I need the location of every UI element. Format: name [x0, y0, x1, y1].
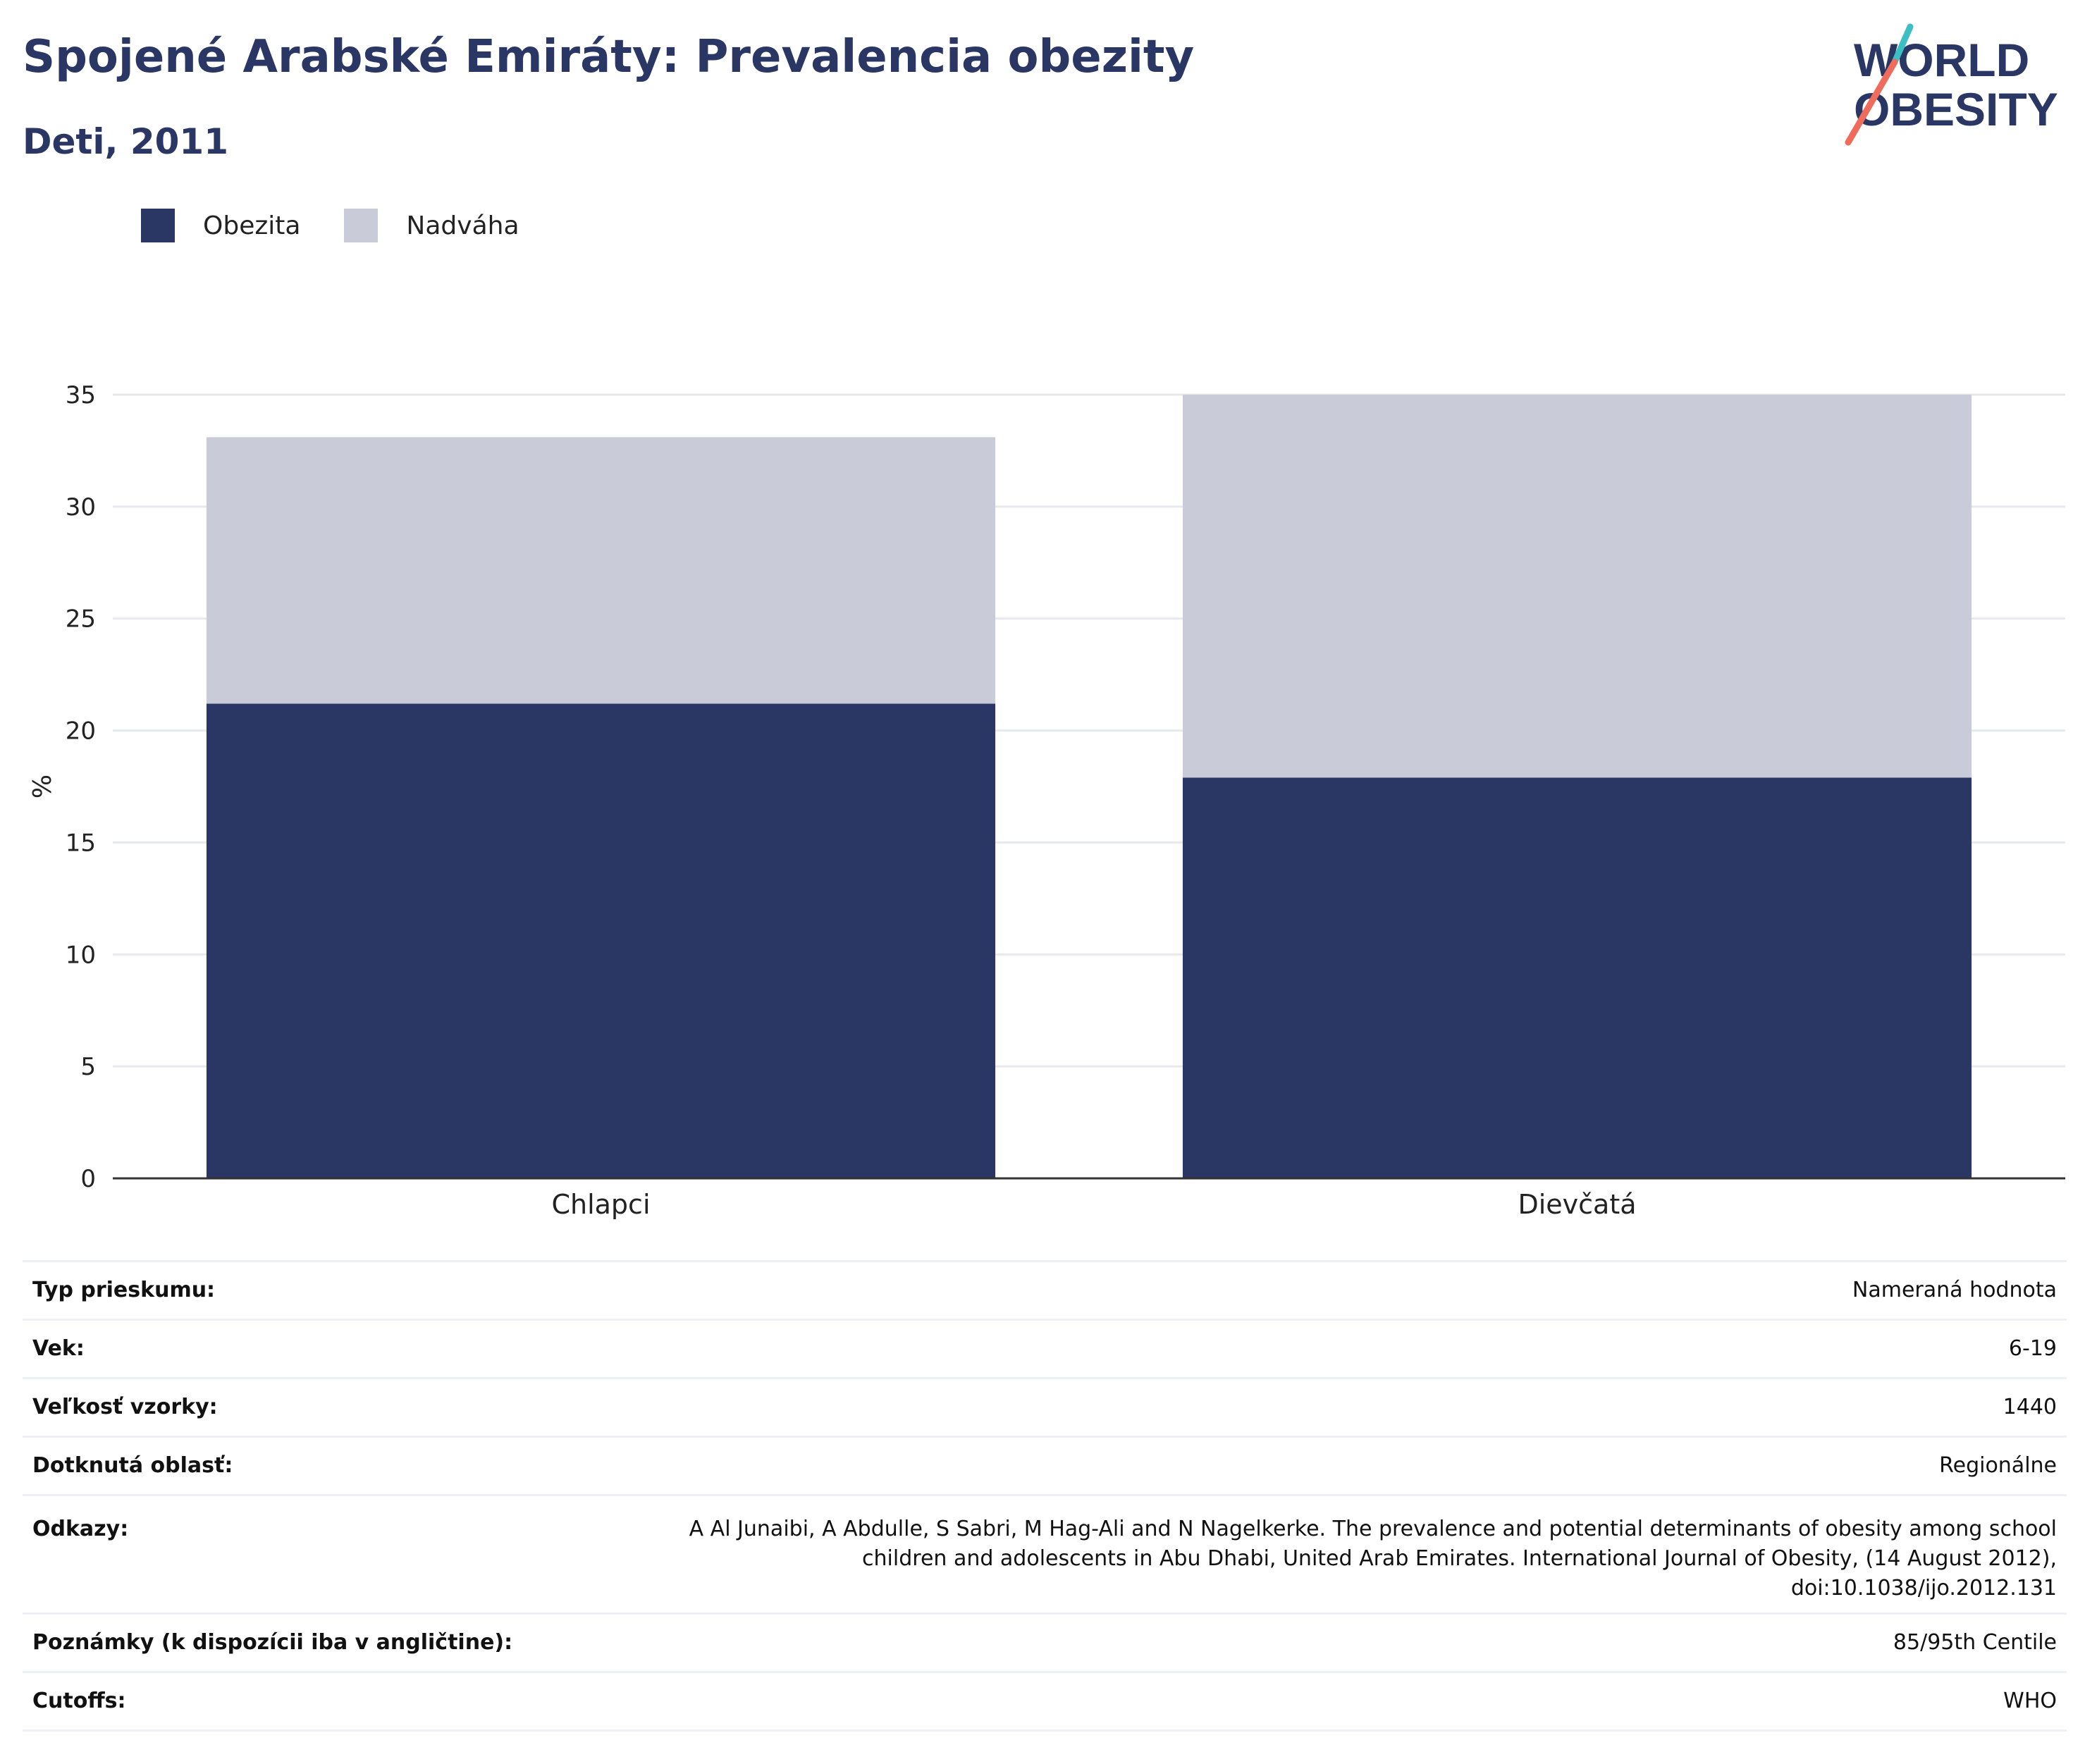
details-value-references: A Al Junaibi, A Abdulle, S Sabri, M Hag-…: [564, 1494, 2067, 1614]
x-tick-label: Chlapci: [551, 1189, 650, 1220]
stacked-bar-chart: 0 5 10 15 20 25 30 35% Chlapci Dievčatá: [28, 381, 2065, 1220]
y-tick-label: 25: [66, 605, 96, 634]
legend-label-obesity: Obezita: [203, 211, 301, 240]
details-value: 1440: [564, 1377, 2067, 1437]
details-row-references: Odkazy: A Al Junaibi, A Abdulle, S Sabri…: [23, 1494, 2067, 1614]
legend-item-obesity[interactable]: Obezita: [141, 209, 300, 242]
details-row-notes: Poznámky (k dispozícii iba v angličtine)…: [23, 1612, 2067, 1672]
logo-line1: WORLD: [1854, 34, 2029, 86]
legend-swatch-overweight: [344, 209, 379, 242]
details-row-sample-size: Veľkosť vzorky: 1440: [23, 1377, 2067, 1437]
details-label: Odkazy:: [23, 1494, 565, 1614]
reference-line: doi:10.1038/ijo.2012.131: [1790, 1576, 2057, 1600]
details-value: Nameraná hodnota: [564, 1260, 2067, 1320]
details-row-survey-type: Typ prieskumu: Nameraná hodnota: [23, 1260, 2067, 1320]
bar-obesity-0: [206, 703, 996, 1178]
details-label: Veľkosť vzorky:: [23, 1377, 565, 1437]
details-row-cutoffs: Cutoffs: WHO: [23, 1671, 2067, 1732]
legend-item-overweight[interactable]: Nadváha: [344, 209, 519, 242]
legend-label-overweight: Nadváha: [406, 211, 519, 240]
y-axis-label: %: [28, 775, 57, 798]
details-row-area: Dotknutá oblasť: Regionálne: [23, 1436, 2067, 1495]
details-value: 6-19: [564, 1319, 2067, 1378]
details-table: Typ prieskumu: Nameraná hodnota Vek: 6-1…: [23, 1260, 2067, 1732]
y-tick-label: 0: [80, 1165, 96, 1193]
details-label: Vek:: [23, 1319, 565, 1378]
x-tick-label: Dievčatá: [1518, 1189, 1636, 1220]
details-label: Dotknutá oblasť:: [23, 1436, 565, 1495]
y-tick-label: 35: [66, 381, 96, 409]
reference-line: children and adolescents in Abu Dhabi, U…: [862, 1546, 2057, 1571]
details-label: Cutoffs:: [23, 1671, 565, 1732]
world-obesity-logo: WORLD OBESITY: [1845, 23, 2058, 146]
logo-line2: OBESITY: [1854, 83, 2058, 135]
y-tick-label: 20: [66, 717, 96, 746]
details-label: Poznámky (k dispozícii iba v angličtine)…: [23, 1612, 565, 1672]
legend: Obezita Nadváha: [141, 209, 563, 242]
details-value: Regionálne: [564, 1436, 2067, 1495]
chart-title: Spojené Arabské Emiráty: Prevalencia obe…: [23, 31, 1195, 83]
bar-overweight-0: [206, 437, 996, 704]
y-tick-label: 5: [80, 1053, 96, 1081]
legend-swatch-obesity: [141, 209, 175, 242]
bar-overweight-1: [1182, 395, 1972, 778]
y-tick-label: 15: [66, 829, 96, 857]
details-value: WHO: [564, 1671, 2067, 1732]
bar-obesity-1: [1182, 777, 1972, 1178]
y-tick-label: 10: [66, 941, 96, 969]
details-value: 85/95th Centile: [564, 1612, 2067, 1672]
details-label: Typ prieskumu:: [23, 1260, 565, 1320]
y-tick-label: 30: [66, 493, 96, 522]
logo-teal-slash: [1891, 23, 1914, 66]
chart-subtitle: Deti, 2011: [23, 121, 229, 162]
details-row-age: Vek: 6-19: [23, 1319, 2067, 1378]
reference-line: A Al Junaibi, A Abdulle, S Sabri, M Hag-…: [689, 1517, 2057, 1541]
logo-coral-slash: [1845, 58, 1898, 146]
